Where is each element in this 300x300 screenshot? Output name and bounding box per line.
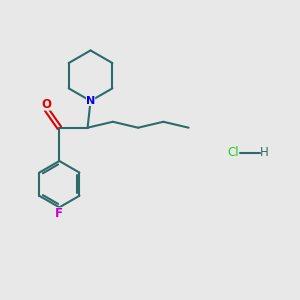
Text: N: N: [86, 96, 95, 106]
Text: F: F: [55, 207, 63, 220]
Text: Cl: Cl: [227, 146, 239, 160]
Text: O: O: [42, 98, 52, 111]
Text: H: H: [260, 146, 269, 160]
